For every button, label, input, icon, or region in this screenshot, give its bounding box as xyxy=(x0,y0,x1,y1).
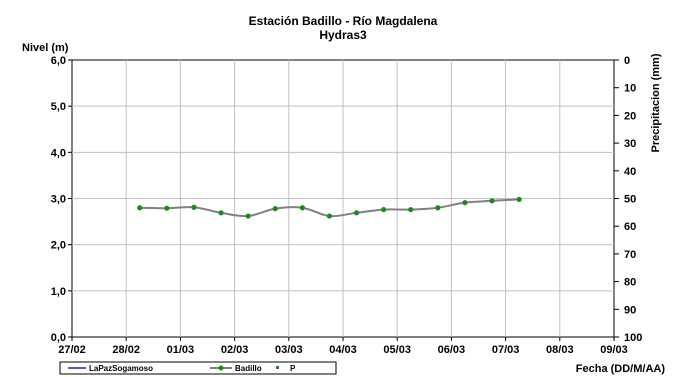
y-tick-label: 4,0 xyxy=(51,147,66,159)
chart-title: Estación Badillo - Río Magdalena xyxy=(249,14,438,28)
data-point-badillo xyxy=(353,210,360,216)
data-point-badillo xyxy=(137,205,143,211)
data-point-badillo xyxy=(381,206,387,213)
x-tick-label: 28/02 xyxy=(112,344,140,356)
legend-box xyxy=(59,361,337,375)
y2-tick-label: 0 xyxy=(624,55,630,67)
x-tick-label: 03/03 xyxy=(275,344,303,356)
data-point-badillo xyxy=(164,205,170,211)
data-point-badillo xyxy=(489,198,495,204)
y-tick-label: 3,0 xyxy=(51,194,66,206)
x-tick-label: 09/03 xyxy=(600,344,628,356)
series-layer xyxy=(137,196,522,219)
chart-subtitle: Hydras3 xyxy=(319,28,367,42)
y-tick-label: 1,0 xyxy=(51,286,66,298)
x-tick-label: 04/03 xyxy=(329,344,357,356)
y2-tick-label: 70 xyxy=(624,249,636,261)
data-point-badillo xyxy=(462,200,468,206)
y-tick-label: 0,0 xyxy=(51,332,66,344)
y-tick-label: 6,0 xyxy=(51,55,66,67)
data-point-badillo xyxy=(272,206,278,212)
y2-tick-label: 10 xyxy=(624,83,636,95)
legend: LaPazSogamoso Badillo P xyxy=(59,361,337,375)
y-axis-title: Nivel (m) xyxy=(22,42,69,54)
data-point-badillo xyxy=(218,210,224,216)
y2-tick-label: 50 xyxy=(624,194,636,206)
y2-tick-label: 80 xyxy=(624,277,636,289)
y-tick-label: 2,0 xyxy=(51,240,66,252)
x-axis-title: Fecha (DD/M/AA) xyxy=(576,363,666,375)
data-point-badillo xyxy=(516,196,522,203)
legend-marker-p xyxy=(276,366,279,369)
x-tick-label: 27/02 xyxy=(58,344,86,356)
y2-tick-label: 20 xyxy=(624,110,636,122)
y-axis: 0,0 1,0 2,0 3,0 4,0 5,0 6,0 xyxy=(51,55,72,344)
x-tick-label: 02/03 xyxy=(221,344,249,356)
y2-axis-title: Precipitacion (mm) xyxy=(650,53,662,152)
y2-tick-label: 90 xyxy=(624,304,636,316)
y2-tick-label: 40 xyxy=(624,166,636,178)
data-point-badillo xyxy=(435,205,441,211)
y2-tick-label: 30 xyxy=(624,138,636,150)
data-point-badillo xyxy=(245,213,251,219)
x-tick-label: 01/03 xyxy=(167,344,195,356)
data-point-badillo xyxy=(408,206,414,213)
x-tick-label: 06/03 xyxy=(438,344,466,356)
legend-label-p: P xyxy=(290,364,296,373)
data-point-badillo xyxy=(326,213,333,219)
y2-tick-label: 60 xyxy=(624,221,636,233)
y2-tick-label: 100 xyxy=(624,332,642,344)
data-point-badillo xyxy=(299,205,305,211)
x-tick-label: 05/03 xyxy=(383,344,411,356)
x-tick-label: 07/03 xyxy=(492,344,520,356)
legend-marker-badillo xyxy=(218,365,224,371)
legend-label-lapaz: LaPazSogamoso xyxy=(89,364,153,373)
x-tick-label: 08/03 xyxy=(546,344,574,356)
x-axis: 27/02 28/02 01/03 02/03 03/03 04/03 05/03 06/03… xyxy=(58,337,628,356)
y-tick-label: 5,0 xyxy=(51,101,66,113)
y2-axis: 0 10 20 30 40 50 60 70 80 90 100 xyxy=(614,55,642,344)
data-point-badillo xyxy=(191,204,197,210)
legend-label-badillo: Badillo xyxy=(235,364,262,373)
grid xyxy=(72,60,614,337)
